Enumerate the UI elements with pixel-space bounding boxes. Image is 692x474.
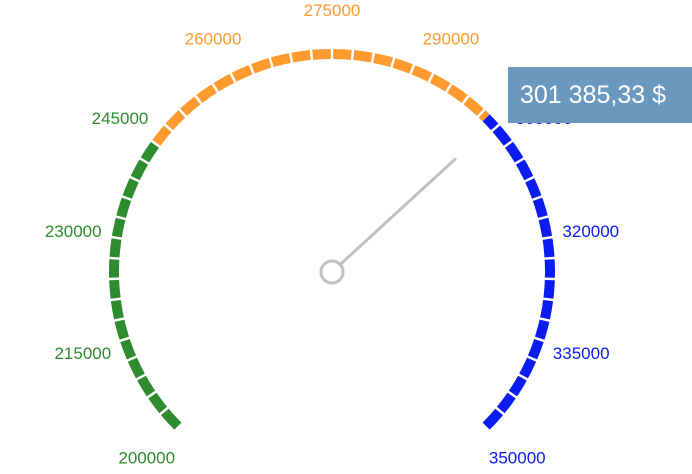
gauge-tick-mark	[267, 54, 275, 71]
gauge-tick-mark	[247, 61, 256, 78]
gauge-tick-mark	[541, 277, 558, 281]
gauge-tick-label: 290000	[423, 30, 480, 49]
gauge-tick-mark	[540, 297, 557, 302]
gauge-tick-mark	[459, 92, 472, 107]
gauge-tick-label: 245000	[92, 109, 149, 128]
gauge-tick-mark	[504, 389, 520, 401]
gauge-needle	[339, 157, 457, 266]
gauge-tick-mark	[512, 155, 528, 167]
gauge-tick-label: 200000	[118, 448, 175, 467]
gauge-tick-mark	[524, 354, 540, 363]
gauge-tick-label: 275000	[304, 1, 361, 20]
gauge-tick-mark	[531, 335, 548, 344]
gauge-needle-group	[319, 157, 457, 285]
gauge-tick-mark	[176, 106, 190, 120]
gauge-tick-mark	[350, 46, 355, 64]
gauge-tick-mark	[309, 46, 314, 64]
gauge-tick-mark	[370, 49, 376, 66]
gauge-tick-mark	[488, 121, 503, 135]
gauge-tick-mark	[136, 155, 152, 167]
gauge-tick-mark	[161, 121, 176, 135]
gauge-tick-mark	[389, 54, 397, 71]
gauge-tick-mark	[116, 335, 133, 344]
gauge-tick-mark	[107, 297, 124, 302]
gauge-needle-hub	[319, 259, 345, 285]
gauge-tick-mark	[133, 372, 149, 382]
gauge-bands	[109, 49, 555, 430]
gauge-tick-marks	[106, 46, 558, 418]
gauge-tick-mark	[111, 316, 128, 323]
gauge-tick-mark	[539, 235, 556, 241]
gauge-tick-mark	[106, 277, 123, 281]
gauge-tick-mark	[443, 80, 455, 96]
gauge-band-2	[482, 114, 555, 430]
gauge-tick-mark	[148, 138, 163, 150]
gauge-tick-mark	[521, 174, 538, 184]
gauge-tick-mark	[541, 256, 558, 261]
gauge-tick-mark	[126, 174, 143, 184]
gauge-tick-mark	[515, 372, 531, 382]
gauge-band-1	[151, 49, 490, 147]
gauge-tick-mark	[536, 316, 553, 323]
gauge-tick-mark	[501, 138, 516, 150]
gauge-tick-mark	[124, 354, 140, 363]
gauge-tick-mark	[209, 80, 221, 96]
gauge-tick-mark	[426, 70, 436, 86]
gauge-tick-mark	[192, 92, 205, 107]
gauge-tick-mark	[474, 106, 488, 120]
gauge-tick-label: 260000	[185, 30, 242, 49]
gauge-tick-label: 350000	[489, 448, 546, 467]
gauge-tick-label: 335000	[553, 344, 610, 363]
gauge-tick-mark	[108, 235, 125, 241]
gauge-band-0	[109, 140, 182, 430]
gauge-tick-label: 230000	[45, 222, 102, 241]
gauge-tick-mark	[408, 61, 417, 78]
gauge-tick-mark	[106, 256, 123, 261]
gauge-tick-mark	[535, 214, 552, 221]
gauge-tick-mark	[157, 404, 171, 418]
gauge-tick-mark	[118, 194, 135, 203]
gauge-tick-mark	[228, 70, 238, 86]
gauge-tick-label: 320000	[562, 222, 619, 241]
gauge-value-badge: 301 385,33 $	[508, 67, 692, 123]
gauge-tick-mark	[112, 214, 129, 221]
gauge-tick-label: 215000	[54, 344, 111, 363]
gauge-tick-mark	[529, 194, 546, 203]
gauge-tick-mark	[493, 404, 507, 418]
gauge-tick-mark	[288, 49, 294, 66]
gauge-tick-mark	[144, 389, 160, 401]
